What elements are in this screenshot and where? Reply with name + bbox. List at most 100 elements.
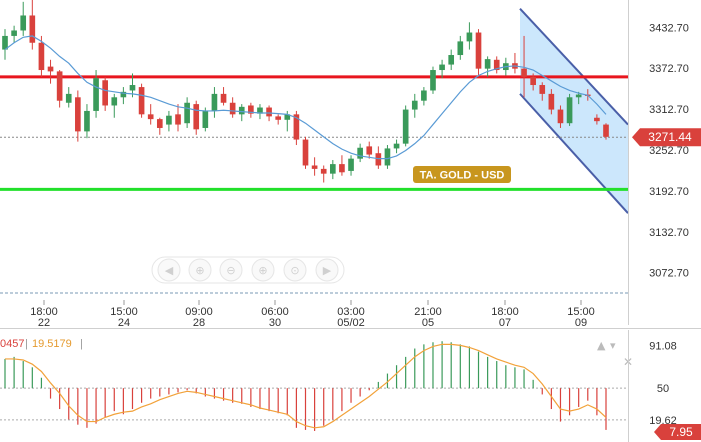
candle-body [457,41,464,56]
candle-body [266,107,272,117]
candle [421,87,427,106]
reset-zoom-icon: ⊙ [290,264,299,277]
candle [448,49,455,71]
candle-body [166,115,172,125]
candle-body [93,78,99,111]
time-tick-day: 28 [193,317,205,329]
candle [348,155,354,176]
scroll-left-button[interactable]: ◀ [157,258,181,282]
candle [293,110,300,146]
candle-body [521,68,527,77]
instrument-label-bg [413,166,511,183]
candle-body [220,93,227,103]
candle-body [75,97,81,132]
candle-body [38,42,45,71]
candle-body [530,76,536,86]
candle-body [421,90,427,101]
candle-body [320,168,327,174]
time-tick-day: 07 [499,317,511,329]
channel-fill[interactable] [520,8,628,214]
candle-body [138,87,145,115]
price-axis[interactable]: 3432.70 3372.70 3312.70 3252.70 3192.70 3132.… [628,0,701,325]
candle-body [466,32,473,42]
candle [29,0,36,50]
reset-zoom-button[interactable]: ⊙ [283,258,307,282]
candle [530,73,536,91]
candle [65,87,72,108]
candle-body [539,85,546,94]
indicator-value-sep: | [25,338,28,350]
candle-body [393,143,400,149]
price-tick-label: 3192.70 [649,186,689,198]
candle-body [193,104,200,130]
candle-body [402,109,409,144]
candle [302,136,309,169]
zoom-out-button[interactable]: ⊖ [219,258,243,282]
last-price-tag-shape [632,128,701,147]
zoom-in-left-button[interactable]: ⊕ [188,258,212,282]
candle [402,105,409,147]
indicator-value-sep-2: | [80,338,83,350]
candle [147,104,154,125]
price-tick-label: 3312.70 [649,104,689,116]
candle [603,123,609,140]
oscillator-bg [0,330,628,442]
time-tick-day: 22 [38,317,50,329]
candle-body [238,106,245,115]
candle-body [275,116,282,120]
candle [357,143,363,163]
candle [557,105,564,128]
candle-body [29,15,36,43]
candle [238,104,245,122]
candle [521,35,527,98]
candle [439,59,445,79]
candle [248,102,254,118]
time-tick-time: 06:00 [261,306,289,318]
scroll-right-button[interactable]: ▶ [315,258,339,282]
zoom-in-left-icon: ⊕ [195,264,204,277]
oscillator-axis[interactable]: 91.08 50 19.62 7.95 [628,330,701,442]
oscillator-tag-shape [654,424,701,441]
zoom-in-left-circle [188,258,212,282]
candle [493,56,500,74]
reset-zoom-circle [283,258,307,282]
candle-body [366,146,373,155]
candle [548,89,555,115]
moving-average-line [4,35,607,160]
candle-body [357,147,363,159]
indicator-value-b: 19.5179 [32,338,72,350]
candle-body [184,102,190,124]
time-tick-time: 18:00 [30,306,58,318]
candle [430,66,436,94]
price-chart: TA. GOLD - USD ◀ ⊕ ⊖ ⊕ ⊙ [0,0,629,294]
zoom-out-circle [219,258,243,282]
candle [229,97,236,118]
zoom-in-button[interactable]: ⊕ [251,258,275,282]
candle [575,91,582,105]
candle-body [248,105,254,114]
candle [2,29,8,60]
candle [339,155,345,176]
candle [11,25,17,43]
indicator-menu-button[interactable]: ▾ [610,339,616,352]
candle-body [293,114,300,140]
oscillator-tick-label: 19.62 [649,415,677,427]
candle-body [484,59,491,69]
oscillator-bars [4,341,607,431]
last-price-tag-text: 3271.44 [648,130,692,144]
channel-upper-line[interactable] [519,7,629,126]
candle [75,90,81,142]
candle [56,70,63,108]
time-tick-time: 18:00 [491,306,519,318]
candle-body [2,35,8,50]
channel-lower-line[interactable] [519,93,629,214]
candle-body [329,164,336,174]
candle-body [11,30,17,36]
time-axis[interactable]: 18:002215:002409:002806:003003:0005/0221… [30,300,595,329]
indicator-settings-button[interactable]: ▲ [597,339,606,352]
candle-body [175,114,181,125]
candle-body [448,55,455,65]
candle [93,70,99,118]
time-tick-day: 05 [422,317,434,329]
candle [329,160,336,180]
